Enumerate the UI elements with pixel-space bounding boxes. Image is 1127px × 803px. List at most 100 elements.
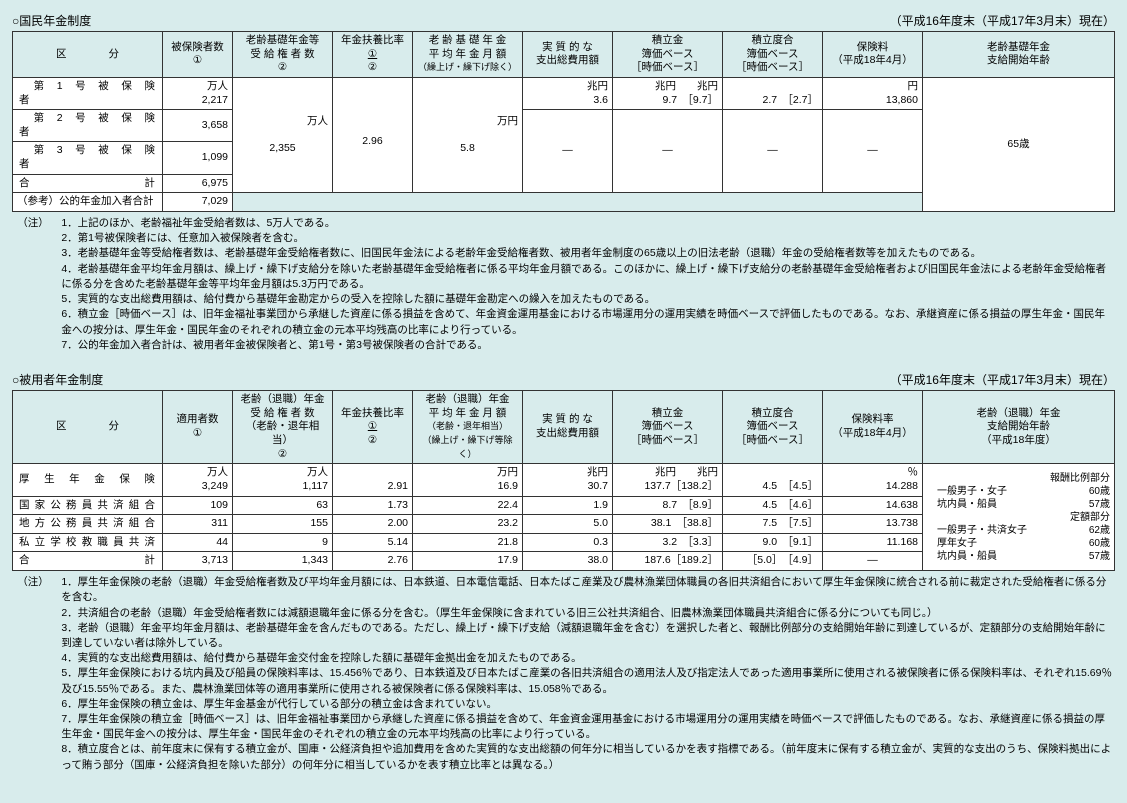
hiyousha-asof: （平成16年度末（平成17年3月末）現在） bbox=[890, 371, 1115, 388]
hr2-6: 8.7 ［8.9］ bbox=[613, 496, 723, 515]
h-hokenryo: 保険料（平成18年4月） bbox=[823, 32, 923, 78]
hr5-4: 17.9 bbox=[413, 552, 523, 571]
hr4-5: 0.3 bbox=[523, 533, 613, 552]
merged-jukyu: 万人2,355 bbox=[233, 77, 333, 192]
h-shikyu: 老齢基礎年金支給開始年齢 bbox=[923, 32, 1115, 78]
hr2-7: 4.5 ［4.6］ bbox=[723, 496, 823, 515]
kokumin-row-1: 第 1 号 被 保 険 者 万人2,217 万人2,355 2.96 万円5.8… bbox=[13, 77, 1115, 109]
kn4: 4．老齢基礎年金平均年金月額は、繰上げ・繰下げ支給分を除いた老齢基礎年金受給権者… bbox=[61, 262, 1115, 292]
dash-hokenryo: ― bbox=[823, 110, 923, 193]
hn3: 3．老齢（退職）年金平均年金月額は、老齢基礎年金を含んだものである。ただし、繰上… bbox=[61, 621, 1115, 651]
h-heikin: 老 齢 基 礎 年 金平 均 年 金 月 額（繰上げ・繰下げ除く） bbox=[413, 32, 523, 78]
hr2-2: 63 bbox=[233, 496, 333, 515]
hr3-3: 2.00 bbox=[333, 515, 413, 534]
r3-label: 第 3 号 被 保 険 者 bbox=[13, 142, 163, 174]
r1-tsumitate: 兆円 兆円9.7 ［9.7］ bbox=[613, 77, 723, 109]
hr1-6: 兆円 兆円137.7［138.2］ bbox=[613, 464, 723, 496]
dash-tsumitate: ― bbox=[613, 110, 723, 193]
sb-l7a: 坑内員・船員 bbox=[937, 550, 997, 563]
dash-jisshitsu: ― bbox=[523, 110, 613, 193]
hr4-1: 44 bbox=[163, 533, 233, 552]
dash-tsumitatedo: ― bbox=[723, 110, 823, 193]
hr2-1: 109 bbox=[163, 496, 233, 515]
hiyousha-header-row: 区 分 適用者数① 老齢（退職）年金受 給 権 者 数（老齢・退年相当）② 年金… bbox=[13, 391, 1115, 464]
kn1: 1．上記のほか、老齢福祉年金受給者数は、5万人である。 bbox=[61, 216, 1115, 231]
hr3-1: 311 bbox=[163, 515, 233, 534]
hr3-7: 7.5 ［7.5］ bbox=[723, 515, 823, 534]
hr3-8: 13.738 bbox=[823, 515, 923, 534]
r5-label: （参考）公的年金加入者合計 bbox=[13, 193, 163, 212]
hr4-label: 私 立 学 校 教 職 員 共 済 bbox=[13, 533, 163, 552]
hh-fuyohi: 年金扶養比率①② bbox=[333, 391, 413, 464]
kokumin-header: ○国民年金制度 （平成16年度末（平成17年3月末）現在） bbox=[12, 12, 1115, 29]
hr2-8: 14.638 bbox=[823, 496, 923, 515]
hh-hokenryo: 保険料率（平成18年4月） bbox=[823, 391, 923, 464]
r4-c1: 6,975 bbox=[163, 174, 233, 193]
kokumin-header-row: 区 分 被保険者数① 老齢基礎年金等受 給 権 者 数② 年金扶養比率①② 老 … bbox=[13, 32, 1115, 78]
hr5-5: 38.0 bbox=[523, 552, 613, 571]
kn6: 6．積立金［時価ベース］は、旧年金福祉事業団から承継した資産に係る損益を含めて、… bbox=[61, 307, 1115, 337]
r2-c1: 3,658 bbox=[163, 110, 233, 142]
hiyousha-title: ○被用者年金制度 bbox=[12, 371, 103, 388]
kokumin-table: 区 分 被保険者数① 老齢基礎年金等受 給 権 者 数② 年金扶養比率①② 老 … bbox=[12, 31, 1115, 212]
sb-l6b: 60歳 bbox=[1089, 537, 1110, 550]
h-fuyohi: 年金扶養比率①② bbox=[333, 32, 413, 78]
hr4-7: 9.0 ［9.1］ bbox=[723, 533, 823, 552]
hr1-8: ％14.288 bbox=[823, 464, 923, 496]
hr2-label: 国 家 公 務 員 共 済 組 合 bbox=[13, 496, 163, 515]
sb-l2b: 60歳 bbox=[1089, 485, 1110, 498]
hr5-3: 2.76 bbox=[333, 552, 413, 571]
hh-tsumitatedo: 積立度合簿価ベース［時価ベース］ bbox=[723, 391, 823, 464]
hr3-2: 155 bbox=[233, 515, 333, 534]
hh-tekiyou: 適用者数① bbox=[163, 391, 233, 464]
hnotes-label: （注） bbox=[17, 575, 61, 605]
hiyousha-notes: （注）1．厚生年金保険の老齢（退職）年金受給権者数及び平均年金月額には、日本鉄道… bbox=[12, 575, 1115, 773]
kn5: 5．実質的な支出総費用額は、給付費から基礎年金勘定からの受入を控除した額に基礎年… bbox=[61, 292, 1115, 307]
hr5-7: ［5.0］ ［4.9］ bbox=[723, 552, 823, 571]
h-hihokensha: 被保険者数① bbox=[163, 32, 233, 78]
hn5: 5．厚生年金保険における坑内員及び船員の保険料率は、15.456％であり、日本鉄… bbox=[61, 666, 1115, 696]
hiyousha-table: 区 分 適用者数① 老齢（退職）年金受 給 権 者 数（老齢・退年相当）② 年金… bbox=[12, 390, 1115, 571]
sb-l6a: 厚年女子 bbox=[937, 537, 977, 550]
r3-c1: 1,099 bbox=[163, 142, 233, 174]
hr4-6: 3.2 ［3.3］ bbox=[613, 533, 723, 552]
hh-jisshitsu: 実 質 的 な支出総費用額 bbox=[523, 391, 613, 464]
sb-l5a: 一般男子・共済女子 bbox=[937, 524, 1027, 537]
notes-label: （注） bbox=[17, 216, 61, 231]
merged-fuyohi: 2.96 bbox=[333, 77, 413, 192]
hn7: 7．厚生年金保険の積立金［時価ベース］は、旧年金福祉事業団から承継した資産に係る… bbox=[61, 712, 1115, 742]
hrow-1: 厚 生 年 金 保 険 万人3,249 万人1,117 2.91 万円16.9 … bbox=[13, 464, 1115, 496]
hr1-5: 兆円30.7 bbox=[523, 464, 613, 496]
hn1: 1．厚生年金保険の老齢（退職）年金受給権者数及び平均年金月額には、日本鉄道、日本… bbox=[61, 575, 1115, 605]
r5-c1: 7,029 bbox=[163, 193, 233, 212]
hr3-5: 5.0 bbox=[523, 515, 613, 534]
hr4-3: 5.14 bbox=[333, 533, 413, 552]
hn2: 2．共済組合の老齢（退職）年金受給権者数には減額退職年金に係る分を含む。（厚生年… bbox=[61, 606, 1115, 621]
r1-c1: 万人2,217 bbox=[163, 77, 233, 109]
kokumin-notes: （注）1．上記のほか、老齢福祉年金受給者数は、5万人である。 2．第1号被保険者… bbox=[12, 216, 1115, 353]
sb-l3b: 57歳 bbox=[1089, 498, 1110, 511]
hr4-2: 9 bbox=[233, 533, 333, 552]
hr1-7: 4.5 ［4.5］ bbox=[723, 464, 823, 496]
hr5-2: 1,343 bbox=[233, 552, 333, 571]
hr4-8: 11.168 bbox=[823, 533, 923, 552]
r4-label: 合 計 bbox=[13, 174, 163, 193]
hh-tsumitate: 積立金簿価ベース［時価ベース］ bbox=[613, 391, 723, 464]
r2-label: 第 2 号 被 保 険 者 bbox=[13, 110, 163, 142]
kn3: 3．老齢基礎年金等受給権者数は、老齢基礎年金受給権者数に、旧国民年金法による老齢… bbox=[61, 246, 1115, 261]
sb-l5b: 62歳 bbox=[1089, 524, 1110, 537]
sb-l1: 報酬比例部分 bbox=[927, 472, 1110, 485]
hh-kubun: 区 分 bbox=[13, 391, 163, 464]
h-kubun: 区 分 bbox=[13, 32, 163, 78]
hh-heikin: 老齢（退職）年金平 均 年 金 月 額（老齢・退年相当）（繰上げ・繰下げ等除く） bbox=[413, 391, 523, 464]
hr2-3: 1.73 bbox=[333, 496, 413, 515]
hr3-label: 地 方 公 務 員 共 済 組 合 bbox=[13, 515, 163, 534]
hr4-4: 21.8 bbox=[413, 533, 523, 552]
hr3-4: 23.2 bbox=[413, 515, 523, 534]
sb-l2a: 一般男子・女子 bbox=[937, 485, 1007, 498]
hr5-1: 3,713 bbox=[163, 552, 233, 571]
h-jisshitsu: 実 質 的 な支出総費用額 bbox=[523, 32, 613, 78]
merged-shikyu: 65歳 bbox=[923, 77, 1115, 211]
hr1-1: 万人3,249 bbox=[163, 464, 233, 496]
hr2-4: 22.4 bbox=[413, 496, 523, 515]
